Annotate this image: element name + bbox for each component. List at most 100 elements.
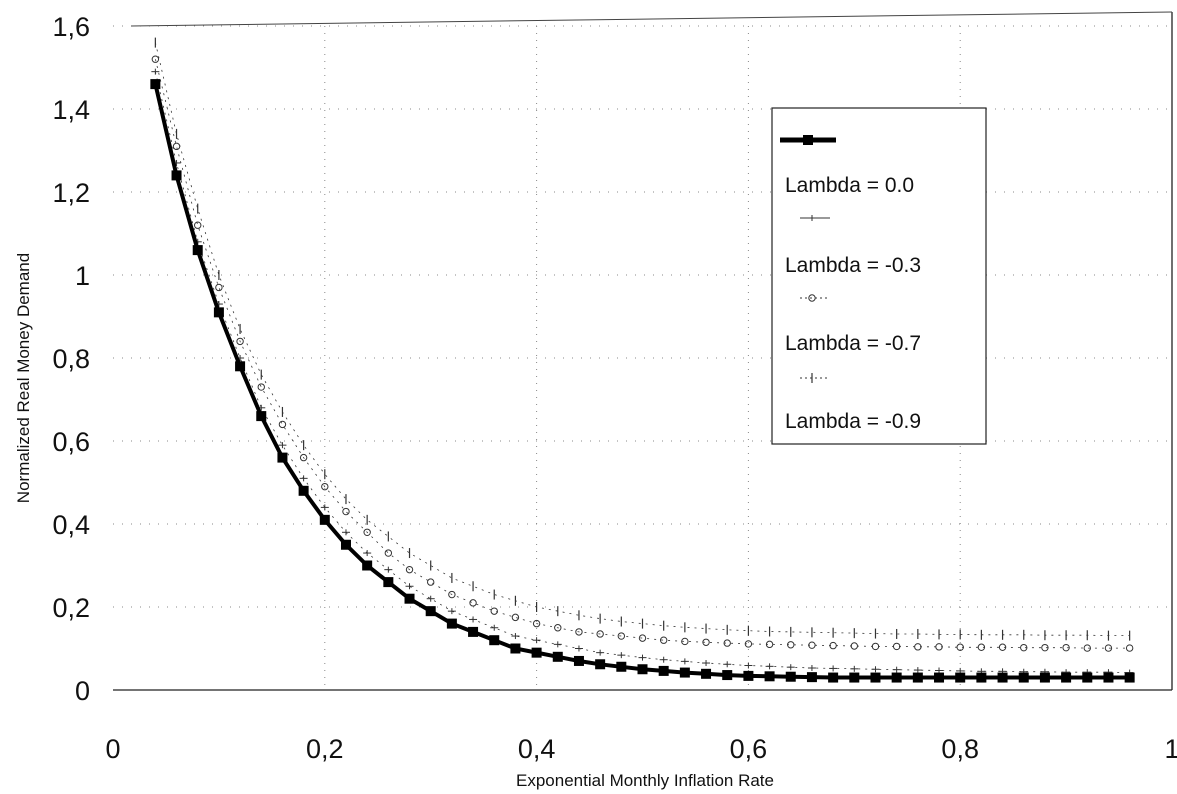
data-point — [384, 566, 393, 573]
data-point — [215, 283, 223, 292]
data-point — [596, 630, 604, 638]
data-point — [320, 504, 329, 511]
y-tick-label: 1,6 — [52, 12, 90, 42]
x-tick-labels: 0 0,2 0,4 0,6 0,8 1 — [105, 734, 1177, 764]
y-tick-label: 0 — [75, 676, 90, 706]
data-point — [299, 475, 308, 482]
data-point — [425, 606, 436, 617]
data-point — [405, 583, 414, 590]
data-point — [1041, 643, 1049, 652]
data-point — [321, 482, 329, 491]
data-point — [1018, 672, 1029, 683]
data-point — [638, 654, 647, 661]
data-point — [511, 633, 520, 640]
data-point — [213, 307, 224, 318]
data-point — [383, 577, 394, 588]
data-point — [701, 668, 712, 679]
legend-box — [771, 107, 987, 445]
data-point — [956, 643, 964, 651]
data-point — [575, 628, 583, 636]
data-point — [1125, 644, 1134, 652]
y-tick-label: 0,4 — [52, 510, 90, 540]
data-point — [977, 643, 986, 651]
data-point — [829, 641, 837, 650]
data-point — [808, 641, 816, 649]
legend-label: Lambda = -0.7 — [785, 332, 921, 355]
data-point — [871, 666, 880, 673]
data-point — [363, 550, 372, 557]
data-point — [531, 647, 542, 658]
plot-frame — [113, 11, 1173, 691]
y-tick-label: 0,8 — [52, 344, 90, 374]
data-point — [532, 637, 541, 644]
data-point — [595, 659, 606, 670]
data-point — [1104, 644, 1113, 652]
data-point — [1061, 672, 1072, 683]
data-point — [1082, 672, 1093, 683]
x-tick-label: 0,2 — [306, 734, 344, 764]
data-point — [807, 665, 816, 672]
legend: Lambda = 0.0 Lambda = -0.3 Lambda = -0.7 La… — [771, 107, 987, 445]
series-lambda-0-0 — [150, 79, 1135, 683]
y-tick-label: 1,2 — [52, 178, 90, 208]
data-point — [744, 662, 753, 669]
data-point — [362, 560, 373, 571]
data-point — [806, 672, 817, 683]
data-point — [1020, 643, 1028, 652]
data-point — [787, 641, 795, 649]
data-point — [363, 528, 371, 536]
x-tick-label: 1 — [1164, 734, 1177, 764]
data-point — [426, 595, 435, 602]
data-point — [723, 661, 732, 668]
legend-item: Lambda = -0.3 — [785, 215, 921, 277]
legend-marker — [808, 294, 816, 302]
data-point — [490, 607, 498, 615]
data-point — [151, 68, 160, 75]
data-point — [532, 619, 541, 628]
data-point — [722, 670, 733, 681]
data-point — [658, 665, 669, 676]
series-lambda-0-7 — [151, 55, 1134, 652]
data-point — [468, 626, 479, 637]
data-point — [469, 616, 478, 623]
data-point — [681, 637, 689, 646]
data-point — [870, 672, 881, 683]
data-point — [192, 245, 203, 256]
legend-label: Lambda = -0.9 — [785, 410, 921, 433]
data-point — [553, 641, 562, 648]
x-tick-label: 0,6 — [730, 734, 768, 764]
data-point — [1124, 672, 1135, 683]
data-point — [194, 221, 202, 229]
data-point — [151, 55, 160, 63]
series-line — [155, 42, 1130, 636]
y-axis-title: Normalized Real Money Demand — [14, 253, 33, 503]
data-point — [829, 665, 838, 672]
series-lambda-0-3 — [151, 68, 1134, 676]
data-point — [511, 613, 520, 622]
data-point — [871, 642, 880, 651]
data-point — [278, 442, 287, 449]
data-point — [490, 624, 499, 631]
data-point — [1039, 672, 1050, 683]
data-point — [785, 671, 796, 682]
y-tick-label: 0,6 — [52, 427, 90, 457]
y-tick-labels: 0 0,2 0,4 0,6 0,8 1 1,2 1,4 1,6 — [52, 12, 90, 706]
data-point — [299, 453, 308, 462]
data-point — [554, 624, 562, 632]
legend-label: Lambda = -0.3 — [785, 254, 921, 277]
x-tick-label: 0,8 — [941, 734, 979, 764]
data-point — [680, 658, 689, 665]
data-point — [723, 639, 731, 647]
series-layer — [150, 37, 1135, 683]
data-point — [469, 599, 477, 607]
x-tick-label: 0,4 — [518, 734, 556, 764]
data-point — [574, 645, 583, 652]
legend-label: Lambda = 0.0 — [785, 174, 914, 197]
x-tick-label: 0 — [105, 734, 120, 764]
gridlines — [113, 25, 1173, 690]
data-point — [764, 671, 775, 682]
data-point — [340, 539, 351, 550]
data-point — [912, 672, 923, 683]
data-point — [765, 640, 774, 649]
data-point — [850, 665, 859, 672]
